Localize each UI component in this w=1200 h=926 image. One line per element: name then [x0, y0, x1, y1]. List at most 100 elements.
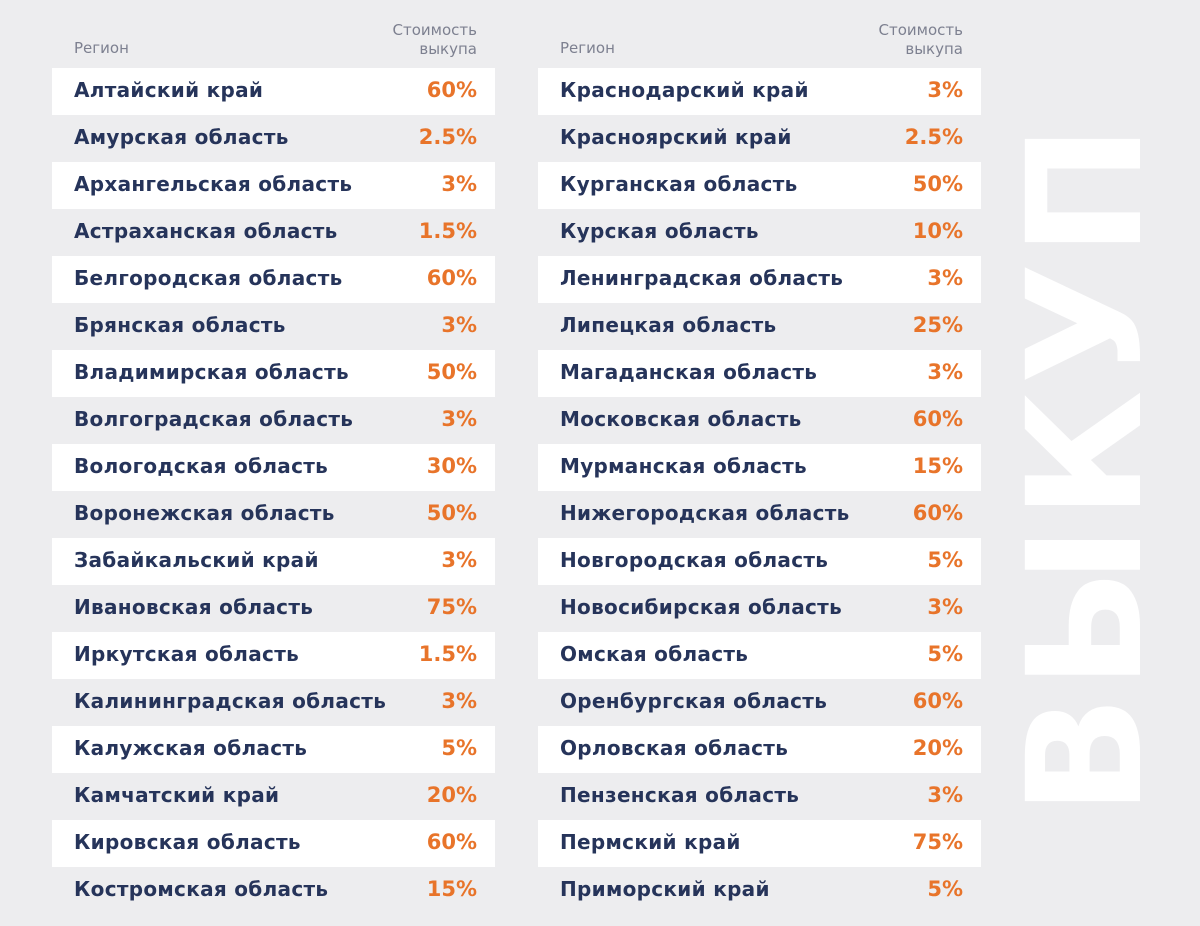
table-row: Амурская область 2.5% — [52, 115, 495, 162]
table-row: Краснодарский край 3% — [538, 68, 981, 115]
table-row: Московская область 60% — [538, 397, 981, 444]
table-row: Новгородская область 5% — [538, 538, 981, 585]
buyout-price: 60% — [426, 78, 477, 102]
buyout-price: 3% — [927, 783, 963, 807]
table-header: Регион Стоимость выкупа — [52, 18, 495, 68]
table-row: Липецкая область 25% — [538, 303, 981, 350]
table-row: Архангельская область 3% — [52, 162, 495, 209]
table-body: Алтайский край 60% Амурская область 2.5% Арх… — [52, 68, 495, 914]
buyout-price: 3% — [927, 360, 963, 384]
buyout-price: 25% — [912, 313, 963, 337]
buyout-price: 20% — [912, 736, 963, 760]
column-header-price: Стоимость выкупа — [392, 21, 477, 58]
region-name: Оренбургская область — [560, 689, 828, 713]
table-row: Астраханская область 1.5% — [52, 209, 495, 256]
region-name: Калужская область — [74, 736, 308, 760]
region-name: Костромская область — [74, 877, 329, 901]
table-row: Воронежская область 50% — [52, 491, 495, 538]
column-header-region: Регион — [74, 39, 129, 57]
buyout-price: 3% — [441, 407, 477, 431]
region-name: Московская область — [560, 407, 802, 431]
region-name: Курская область — [560, 219, 759, 243]
region-name: Новосибирская область — [560, 595, 843, 619]
table-row: Забайкальский край 3% — [52, 538, 495, 585]
table-row: Калужская область 5% — [52, 726, 495, 773]
column-header-price: Стоимость выкупа — [878, 21, 963, 58]
region-name: Алтайский край — [74, 78, 264, 102]
buyout-price: 3% — [441, 172, 477, 196]
table-row: Волгоградская область 3% — [52, 397, 495, 444]
table-row: Брянская область 3% — [52, 303, 495, 350]
region-name: Курганская область — [560, 172, 798, 196]
region-name: Кировская область — [74, 830, 301, 854]
region-table-right: Регион Стоимость выкупа Краснодарский кр… — [538, 18, 981, 914]
table-header: Регион Стоимость выкупа — [538, 18, 981, 68]
region-name: Омская область — [560, 642, 749, 666]
table-row: Пензенская область 3% — [538, 773, 981, 820]
table-row: Пермский край 75% — [538, 820, 981, 867]
region-name: Пермский край — [560, 830, 741, 854]
region-name: Владимирская область — [74, 360, 349, 384]
table-row: Костромская область 15% — [52, 867, 495, 914]
region-name: Забайкальский край — [74, 548, 319, 572]
table-row: Приморский край 5% — [538, 867, 981, 914]
buyout-price: 5% — [927, 877, 963, 901]
region-name: Липецкая область — [560, 313, 777, 337]
buyout-price: 5% — [927, 548, 963, 572]
table-row: Калининградская область 3% — [52, 679, 495, 726]
table-row: Красноярский край 2.5% — [538, 115, 981, 162]
table-body: Краснодарский край 3% Красноярский край 2.5… — [538, 68, 981, 914]
buyout-price: 3% — [927, 78, 963, 102]
region-name: Новгородская область — [560, 548, 829, 572]
vertical-title-text: ВЫКУП — [1018, 118, 1154, 816]
buyout-price: 30% — [426, 454, 477, 478]
buyout-price: 50% — [912, 172, 963, 196]
buyout-price: 2.5% — [418, 125, 477, 149]
buyout-price: 3% — [441, 689, 477, 713]
buyout-price: 5% — [441, 736, 477, 760]
buyout-price: 2.5% — [904, 125, 963, 149]
region-name: Пензенская область — [560, 783, 800, 807]
table-row: Иркутская область 1.5% — [52, 632, 495, 679]
region-name: Брянская область — [74, 313, 286, 337]
table-row: Камчатский край 20% — [52, 773, 495, 820]
region-name: Приморский край — [560, 877, 770, 901]
region-table-left: Регион Стоимость выкупа Алтайский край 60… — [52, 18, 495, 914]
table-row: Ивановская область 75% — [52, 585, 495, 632]
buyout-price: 50% — [426, 360, 477, 384]
region-name: Мурманская область — [560, 454, 807, 478]
buyout-price: 75% — [426, 595, 477, 619]
table-row: Кировская область 60% — [52, 820, 495, 867]
buyout-price: 15% — [912, 454, 963, 478]
buyout-price: 60% — [912, 689, 963, 713]
region-name: Ленинградская область — [560, 266, 844, 290]
region-name: Астраханская область — [74, 219, 338, 243]
table-row: Владимирская область 50% — [52, 350, 495, 397]
table-row: Мурманская область 15% — [538, 444, 981, 491]
table-row: Орловская область 20% — [538, 726, 981, 773]
table-row: Оренбургская область 60% — [538, 679, 981, 726]
buyout-price: 20% — [426, 783, 477, 807]
table-row: Нижегородская область 60% — [538, 491, 981, 538]
table-row: Вологодская область 30% — [52, 444, 495, 491]
region-name: Амурская область — [74, 125, 289, 149]
region-name: Воронежская область — [74, 501, 335, 525]
region-name: Архангельская область — [74, 172, 353, 196]
buyout-price: 60% — [426, 266, 477, 290]
buyout-price: 3% — [441, 313, 477, 337]
region-name: Красноярский край — [560, 125, 792, 149]
table-row: Новосибирская область 3% — [538, 585, 981, 632]
region-name: Ивановская область — [74, 595, 314, 619]
buyout-price: 1.5% — [418, 219, 477, 243]
region-name: Иркутская область — [74, 642, 300, 666]
region-name: Белгородская область — [74, 266, 343, 290]
buyout-price: 3% — [927, 595, 963, 619]
table-row: Курганская область 50% — [538, 162, 981, 209]
table-row: Белгородская область 60% — [52, 256, 495, 303]
buyout-price: 60% — [426, 830, 477, 854]
region-name: Вологодская область — [74, 454, 329, 478]
buyout-price: 3% — [441, 548, 477, 572]
buyout-price: 3% — [927, 266, 963, 290]
buyout-price: 15% — [426, 877, 477, 901]
buyout-price: 75% — [912, 830, 963, 854]
